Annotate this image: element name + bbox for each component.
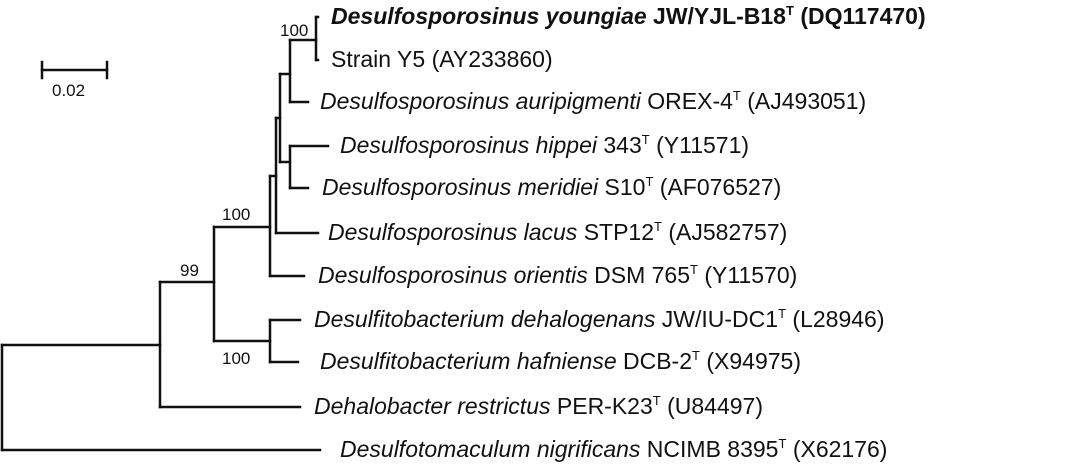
taxon-label: Desulfosporosinus meridiei S10T (AF07652… xyxy=(322,174,781,200)
taxon-label: Desulfitobacterium hafniense DCB-2T (X94… xyxy=(320,348,801,374)
taxon-label: Strain Y5 (AY233860) xyxy=(331,46,553,72)
taxon-label: Desulfotomaculum nigrificans NCIMB 8395T… xyxy=(340,436,887,462)
scale-bar: 0.02 xyxy=(40,60,109,100)
taxon-labels: Desulfosporosinus youngiae JW/YJL-B18T (… xyxy=(314,3,926,462)
bootstrap-node-99: 99 xyxy=(180,261,199,280)
taxon-label: Desulfosporosinus orientis DSM 765T (Y11… xyxy=(318,262,797,288)
tree-branches xyxy=(0,15,330,452)
taxon-label: Dehalobacter restrictus PER-K23T (U84497… xyxy=(314,393,763,419)
bootstrap-desulfosporosinus: 100 xyxy=(222,205,250,224)
bootstrap-desulfitobacterium: 100 xyxy=(222,349,250,368)
taxon-label: Desulfosporosinus youngiae JW/YJL-B18T (… xyxy=(331,3,926,29)
taxon-label: Desulfitobacterium dehalogenans JW/IU-DC… xyxy=(314,306,884,332)
bootstrap-youngiae-y5: 100 xyxy=(280,21,308,40)
taxon-label: Desulfosporosinus hippei 343T (Y11571) xyxy=(340,132,749,158)
bootstrap-values: 100 100 99 100 xyxy=(180,21,308,368)
scale-bar-label: 0.02 xyxy=(52,81,85,100)
taxon-label: Desulfosporosinus lacus STP12T (AJ582757… xyxy=(328,219,787,245)
taxon-label: Desulfosporosinus auripigmenti OREX-4T (… xyxy=(320,88,866,114)
